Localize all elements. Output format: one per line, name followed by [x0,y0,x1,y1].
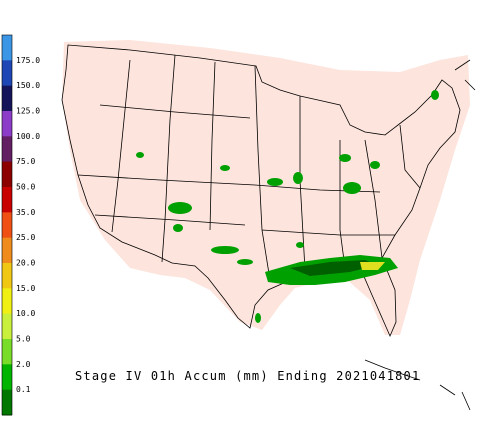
colorbar-label: 75.0 [16,157,35,166]
caption: Stage IV 01h Accum (mm) Ending 202104180… [75,369,420,383]
us-outline [61,44,461,338]
colorbar-label: 35.0 [16,208,35,217]
colorbar-segment [2,212,12,239]
colorbar-segment [2,136,12,163]
colorbar-segment [2,339,12,365]
precipitation [136,90,439,323]
colorbar-segment [2,237,12,264]
colorbar-label: 175.0 [16,56,40,65]
colorbar-label: 10.0 [16,309,35,318]
colorbar-segment [2,85,12,112]
colorbar-label: 125.0 [16,107,40,116]
colorbar: 175.0 150.0 125.0 100.0 75.0 50.0 35.0 25.0 20.0… [1,34,40,416]
colorbar-label: 5.0 [16,335,31,344]
colorbar-segment [2,187,12,213]
colorbar-segment [2,288,12,315]
colorbar-label: 0.1 [16,385,31,394]
colorbar-segment [2,111,12,137]
colorbar-segment [2,60,12,87]
colorbar-label: 15.0 [16,284,35,293]
map [61,40,476,411]
colorbar-label: 25.0 [16,233,35,242]
colorbar-label: 150.0 [16,81,40,90]
colorbar-frame [1,34,13,416]
colorbar-segment [2,161,12,188]
colorbar-segment [2,389,12,416]
colorbar-segment [2,263,12,289]
colorbar-label: 100.0 [16,132,40,141]
colorbar-segment [2,313,12,340]
colorbar-label: 20.0 [16,259,35,268]
colorbar-segment [2,364,12,391]
colorbar-label: 2.0 [16,360,31,369]
colorbar-segment [2,35,12,61]
colorbar-label: 50.0 [16,183,35,192]
